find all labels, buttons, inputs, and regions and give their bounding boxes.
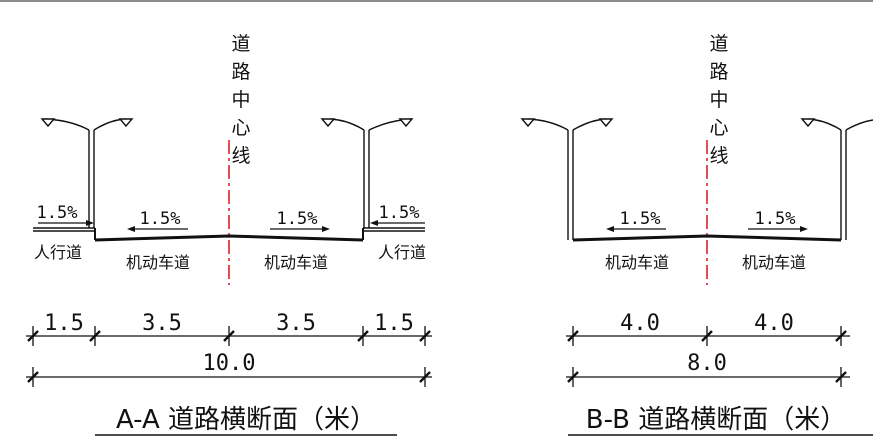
aa-slope-left-lane: 1.5% — [140, 209, 181, 229]
bb-centerline-char-3: 中 — [709, 89, 728, 111]
bb-lane-label-right-lane: 机动车道 — [742, 253, 806, 272]
aa-slope-right-lane: 1.5% — [277, 209, 318, 229]
bb-slope-arrowhead-1 — [606, 226, 614, 232]
aa-road-profile — [33, 227, 425, 242]
bb-left-street-lamp — [520, 118, 614, 240]
bb-slope-right-lane: 1.5% — [755, 209, 796, 229]
aa-slope-arrowhead-2 — [127, 226, 135, 232]
bb-centerline-char-2: 路 — [709, 61, 728, 83]
aa-right-street-lamp — [320, 118, 414, 228]
aa-section-title: A-A 道路横断面（米） — [116, 405, 376, 435]
aa-width-left-sidewalk: 1.5 — [44, 311, 84, 336]
bb-lane-label-left-lane: 机动车道 — [605, 253, 669, 272]
aa-lane-label-right-sidewalk: 人行道 — [378, 243, 426, 262]
aa-lane-label-left-lane: 机动车道 — [126, 253, 190, 272]
aa-dimension-line-total — [26, 367, 432, 387]
aa-width-right-lane: 3.5 — [276, 311, 316, 336]
aa-slope-arrowhead-4 — [370, 220, 378, 226]
bb-width-left-lane: 4.0 — [620, 311, 660, 336]
bb-dimension-line-segments — [566, 326, 850, 346]
aa-width-total: 10.0 — [203, 351, 256, 376]
aa-centerline-char-1: 道 — [231, 33, 250, 55]
aa-left-street-lamp — [40, 118, 134, 228]
bb-width-right-lane: 4.0 — [754, 311, 794, 336]
aa-width-right-sidewalk: 1.5 — [374, 311, 414, 336]
bb-road-profile — [572, 130, 842, 242]
bb-centerline-char-5: 线 — [709, 145, 728, 167]
aa-lane-label-right-lane: 机动车道 — [264, 253, 328, 272]
aa-slope-right-sidewalk: 1.5% — [379, 203, 420, 223]
aa-centerline-char-4: 心 — [231, 117, 250, 139]
aa-slope-arrowhead-3 — [322, 226, 330, 232]
aa-lane-label-left-sidewalk: 人行道 — [34, 243, 82, 262]
bb-right-street-lamp — [800, 118, 873, 240]
aa-centerline-char-5: 线 — [231, 145, 250, 167]
bb-slope-left-lane: 1.5% — [620, 209, 661, 229]
aa-dimension-line-segments — [26, 326, 432, 346]
aa-slope-left-sidewalk: 1.5% — [37, 203, 78, 223]
bb-slope-arrowhead-2 — [800, 226, 808, 232]
section-aa: 道 路 中 心 线 — [26, 33, 432, 436]
aa-slope-arrowhead-1 — [86, 220, 94, 226]
section-bb: 道 路 中 心 线 1.5% 1.5% 机动 — [520, 33, 873, 436]
aa-centerline-char-2: 路 — [231, 61, 250, 83]
bb-section-title: B-B 道路横断面（米） — [586, 405, 846, 435]
bb-centerline-char-1: 道 — [709, 33, 728, 55]
bb-dimension-line-total — [566, 367, 850, 387]
bb-width-total: 8.0 — [687, 351, 727, 376]
aa-centerline-char-3: 中 — [231, 89, 250, 111]
bb-centerline-char-4: 心 — [709, 117, 728, 139]
aa-width-left-lane: 3.5 — [142, 311, 182, 336]
